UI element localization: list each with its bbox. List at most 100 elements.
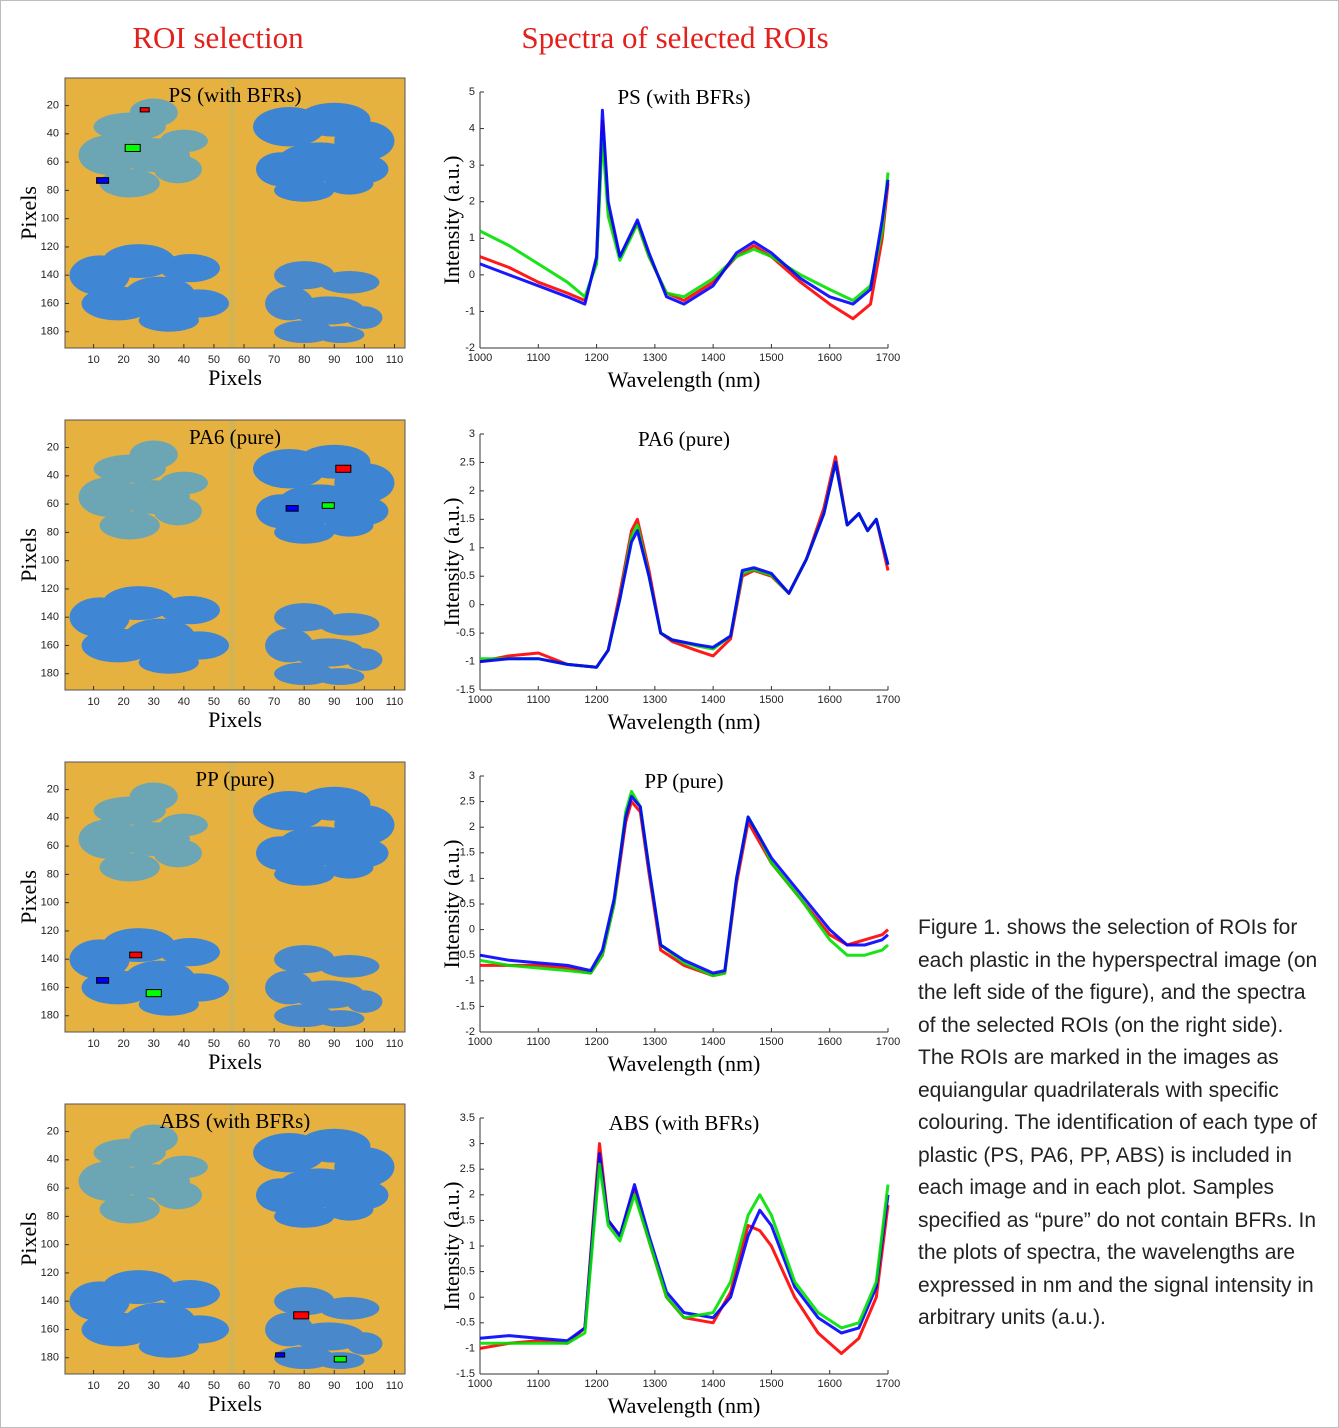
sample-blob: [102, 244, 175, 279]
image-stripe: [228, 78, 235, 348]
x-tick-label: 1700: [876, 694, 900, 706]
sample-blob: [346, 990, 383, 1013]
sample-blob: [153, 1181, 202, 1210]
sample-blob: [274, 179, 335, 202]
x-tick-label: 1500: [759, 1036, 783, 1048]
x-tick-label: 20: [118, 354, 130, 366]
x-axis-label: Pixels: [208, 1049, 262, 1074]
column-header: Spectra of selected ROIs: [521, 20, 828, 55]
sample-blob: [319, 270, 380, 294]
sample-blob: [292, 1322, 365, 1351]
y-tick-label: 1: [469, 542, 475, 554]
roi-marker: [285, 505, 299, 512]
y-tick-label: 3: [469, 428, 475, 440]
sample-blob: [274, 1205, 335, 1228]
spectrum-line: [480, 800, 889, 978]
sample-blob: [256, 152, 305, 187]
x-tick-label: 1600: [817, 1036, 841, 1048]
sample-blob: [159, 1279, 220, 1309]
sample-blob: [325, 856, 374, 879]
x-axis-label: Pixels: [208, 707, 262, 732]
y-tick-label: 60: [47, 840, 59, 852]
x-tick-label: 60: [238, 1380, 250, 1392]
sample-blob: [129, 440, 178, 469]
image-title: PP (pure): [195, 767, 274, 791]
spectrum-line: [479, 795, 889, 975]
image-title: ABS (with BFRs): [160, 1109, 311, 1133]
sample-blob: [153, 497, 202, 526]
sample-blob: [168, 289, 229, 318]
x-tick-label: 1000: [468, 694, 492, 706]
x-tick-label: 40: [178, 1380, 190, 1392]
y-tick-label: 160: [41, 297, 59, 309]
spectrum-line: [479, 134, 890, 302]
y-tick-label: 2.5: [460, 456, 475, 468]
y-tick-label: 0: [469, 599, 475, 611]
x-tick-label: 1600: [817, 694, 841, 706]
y-axis-label: Intensity (a.u.): [439, 840, 464, 969]
y-tick-label: -1: [465, 975, 475, 987]
y-tick-label: 1: [469, 872, 475, 884]
roi-marker: [139, 107, 150, 113]
x-tick-label: 110: [386, 1038, 404, 1050]
roi-marker: [335, 464, 352, 473]
spectrum-line: [479, 1152, 890, 1343]
image-plot: [65, 420, 405, 690]
y-tick-label: 120: [41, 1267, 59, 1279]
y-tick-label: -1: [465, 1342, 475, 1354]
x-tick-label: 90: [328, 1038, 340, 1050]
y-tick-label: 180: [41, 1352, 59, 1364]
y-tick-label: 80: [47, 868, 59, 880]
sample-blob: [316, 1010, 365, 1028]
x-tick-label: 1200: [584, 694, 608, 706]
roi-marker: [129, 951, 143, 959]
y-tick-label: 180: [41, 326, 59, 338]
y-tick-label: 100: [41, 213, 59, 225]
sample-blob: [78, 135, 139, 175]
roi-marker: [145, 989, 162, 998]
x-tick-label: 1000: [468, 1036, 492, 1048]
x-tick-label: 20: [118, 1038, 130, 1050]
sample-blob: [153, 839, 202, 868]
y-tick-label: 100: [41, 1239, 59, 1251]
sample-blob: [292, 980, 365, 1009]
x-tick-label: 1300: [643, 1036, 667, 1048]
sample-blob: [159, 595, 220, 625]
y-tick-label: 1.5: [460, 1214, 475, 1226]
sample-blob: [99, 511, 160, 540]
sample-blob: [99, 1195, 160, 1224]
x-tick-label: 90: [328, 696, 340, 708]
x-tick-label: 1300: [643, 352, 667, 364]
image-stripe: [228, 1104, 235, 1374]
y-tick-label: 40: [47, 128, 59, 140]
x-axis-label: Wavelength (nm): [608, 1051, 761, 1076]
x-tick-label: 110: [386, 696, 404, 708]
spectrum-line: [479, 460, 890, 669]
x-axis-label: Wavelength (nm): [608, 367, 761, 392]
x-tick-label: 1400: [701, 694, 725, 706]
y-tick-label: 120: [41, 241, 59, 253]
sample-blob: [168, 631, 229, 660]
plot-title: PA6 (pure): [638, 427, 730, 451]
sample-blob: [256, 1178, 305, 1213]
x-tick-label: 100: [355, 1038, 373, 1050]
spectrum-line: [480, 1162, 890, 1345]
x-tick-label: 40: [178, 696, 190, 708]
y-tick-label: 140: [41, 1295, 59, 1307]
sample-blob: [99, 853, 160, 882]
y-tick-label: 1.5: [460, 513, 475, 525]
x-tick-label: 10: [87, 1038, 99, 1050]
sample-blob: [325, 1198, 374, 1221]
image-title: PS (with BFRs): [168, 83, 301, 107]
x-axis-label: Wavelength (nm): [608, 1393, 761, 1418]
y-tick-label: 120: [41, 925, 59, 937]
sample-blob: [319, 612, 380, 636]
y-axis-label: Pixels: [16, 186, 41, 240]
image-border: [64, 1103, 406, 1375]
x-tick-label: 70: [268, 696, 280, 708]
y-tick-label: -1: [465, 305, 475, 317]
y-tick-label: 20: [47, 441, 59, 453]
sample-blob: [138, 309, 199, 332]
y-tick-label: 20: [47, 1125, 59, 1137]
